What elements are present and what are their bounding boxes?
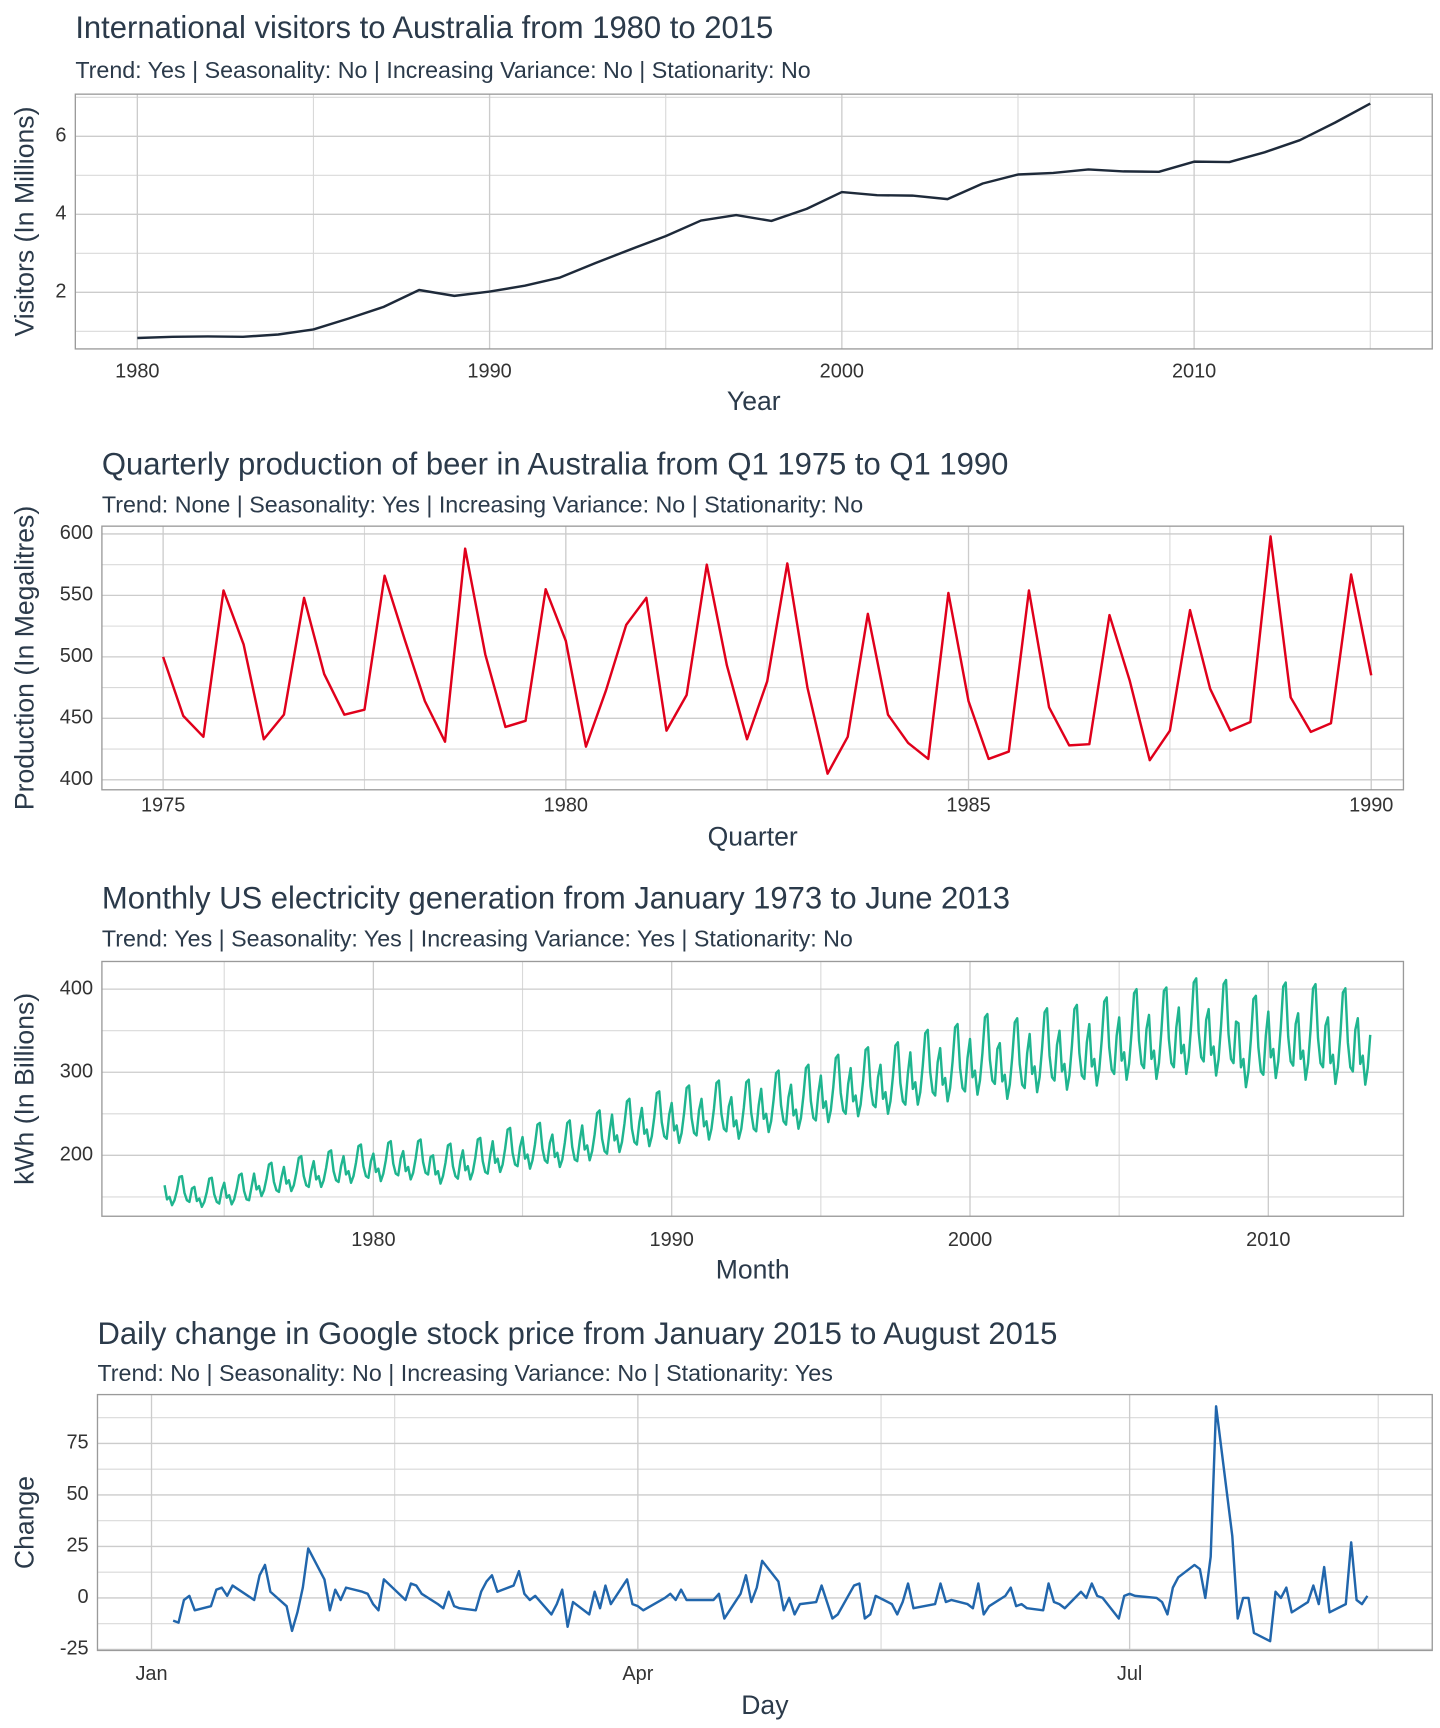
x-tick-label: 1990 bbox=[467, 360, 511, 382]
y-tick-label: 0 bbox=[78, 1586, 89, 1608]
x-axis-title: Month bbox=[716, 1255, 790, 1285]
y-axis-title: Change bbox=[10, 1476, 40, 1569]
plot-border bbox=[101, 960, 1405, 1217]
panel: Quarterly production of beer in Australi… bbox=[10, 447, 1405, 852]
data-line bbox=[161, 535, 1373, 775]
panel: Monthly US electricity generation from J… bbox=[10, 881, 1405, 1285]
y-tick-label: 400 bbox=[60, 768, 93, 790]
x-tick-label: Jul bbox=[1117, 1663, 1142, 1685]
y-axis-title: Production (In Megalitres) bbox=[10, 506, 40, 810]
y-tick-label: 600 bbox=[60, 522, 93, 544]
panel-title: International visitors to Australia from… bbox=[75, 10, 773, 45]
x-axis-title: Day bbox=[741, 1690, 789, 1720]
data-line bbox=[137, 102, 1371, 340]
data-line bbox=[172, 1405, 1369, 1643]
x-axis-title: Year bbox=[727, 386, 781, 416]
y-tick-label: -25 bbox=[60, 1638, 89, 1660]
x-tick-label: 2000 bbox=[948, 1229, 992, 1251]
y-tick-label: 50 bbox=[66, 1483, 88, 1505]
x-tick-label: 1985 bbox=[946, 795, 990, 817]
panel-title: Monthly US electricity generation from J… bbox=[102, 881, 1010, 916]
panel-subtitle: Trend: No | Seasonality: No | Increasing… bbox=[97, 1360, 832, 1386]
x-tick-label: 1990 bbox=[1349, 795, 1393, 817]
panel-subtitle: Trend: Yes | Seasonality: Yes | Increasi… bbox=[102, 926, 853, 952]
data-line bbox=[163, 977, 1372, 1209]
panel-subtitle: Trend: None | Seasonality: Yes | Increas… bbox=[102, 491, 863, 517]
y-tick-label: 4 bbox=[55, 203, 66, 225]
y-axis-title: kWh (In Billions) bbox=[10, 993, 40, 1185]
x-tick-label: 1980 bbox=[115, 360, 159, 382]
y-tick-label: 550 bbox=[60, 584, 93, 606]
y-axis-title: Visitors (In Millions) bbox=[10, 107, 40, 337]
x-tick-label: 1980 bbox=[544, 795, 588, 817]
x-tick-label: Jan bbox=[135, 1663, 167, 1685]
x-tick-label: 2000 bbox=[820, 360, 864, 382]
x-tick-label: 2010 bbox=[1172, 360, 1216, 382]
panel: International visitors to Australia from… bbox=[10, 10, 1433, 416]
x-axis-title: Quarter bbox=[708, 822, 798, 852]
panel-title: Quarterly production of beer in Australi… bbox=[102, 447, 1008, 482]
y-tick-label: 300 bbox=[60, 1061, 93, 1083]
y-tick-label: 2 bbox=[55, 281, 66, 303]
y-tick-label: 450 bbox=[60, 707, 93, 729]
y-tick-label: 500 bbox=[60, 645, 93, 667]
y-tick-label: 25 bbox=[66, 1535, 88, 1557]
y-tick-label: 6 bbox=[55, 125, 66, 147]
x-tick-label: 1975 bbox=[141, 795, 185, 817]
panel: Daily change in Google stock price from … bbox=[10, 1316, 1433, 1720]
x-tick-label: 1990 bbox=[650, 1229, 694, 1251]
y-tick-label: 400 bbox=[60, 977, 93, 999]
panel-title: Daily change in Google stock price from … bbox=[97, 1316, 1057, 1351]
x-tick-label: 1980 bbox=[351, 1229, 395, 1251]
panel-subtitle: Trend: Yes | Seasonality: No | Increasin… bbox=[75, 57, 810, 83]
x-tick-label: 2010 bbox=[1246, 1229, 1290, 1251]
y-tick-label: 75 bbox=[66, 1432, 88, 1454]
plot-border bbox=[96, 1393, 1433, 1652]
x-tick-label: Apr bbox=[622, 1663, 653, 1685]
plot-border bbox=[74, 93, 1433, 350]
plot-border bbox=[101, 525, 1405, 791]
y-tick-label: 200 bbox=[60, 1144, 93, 1166]
